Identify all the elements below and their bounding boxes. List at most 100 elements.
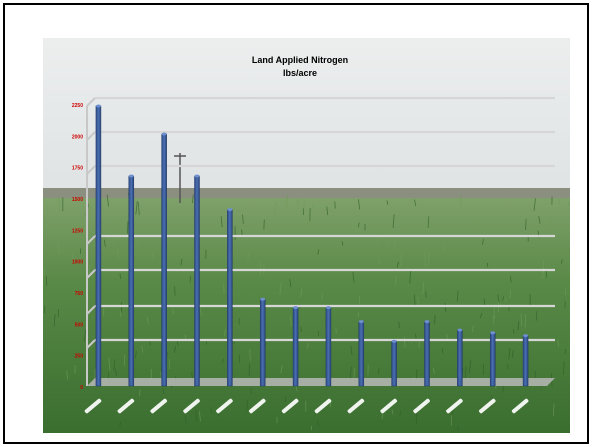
x-tick-label [150, 398, 168, 414]
grass-blade [552, 403, 555, 417]
bar [292, 307, 299, 387]
grass-texture [43, 192, 570, 432]
grass-blade [386, 200, 389, 205]
grass-blade [184, 415, 187, 424]
y-tick-label: 250 [75, 354, 84, 360]
y-tick-label: 1000 [72, 260, 83, 266]
gridline-depth [86, 165, 96, 175]
x-tick-label-mark [446, 398, 463, 414]
x-tick-label [183, 398, 200, 414]
y-tick-label: 1750 [72, 166, 83, 172]
horizon-trees [43, 188, 570, 200]
grass-blade [210, 407, 212, 414]
grass-blade [149, 340, 151, 346]
bar-cap [391, 339, 397, 343]
grass-blade [119, 273, 121, 279]
grass-blade [468, 359, 472, 374]
grass-blade [563, 361, 565, 375]
grass-blade [303, 200, 305, 210]
grass-blade [43, 268, 46, 276]
grass-blade [195, 409, 198, 422]
grass-blade [557, 339, 560, 347]
bar [358, 321, 365, 387]
grass-blade [509, 289, 511, 299]
grass-blade [568, 201, 570, 207]
chart-axes [86, 106, 555, 386]
grass-blade [221, 358, 224, 364]
bar [522, 335, 529, 387]
grass-blade [350, 346, 353, 356]
y-tick-label: 2000 [72, 134, 83, 140]
bar [161, 133, 167, 387]
bar-cap [260, 297, 266, 301]
x-tick-label [84, 398, 102, 414]
grass-blade [482, 238, 484, 245]
bar-cap [227, 208, 233, 212]
grass-blade [414, 199, 417, 207]
bar-cap [194, 174, 200, 178]
grass-blade [416, 296, 420, 304]
grass-blade [112, 232, 115, 245]
grass-blade [399, 410, 401, 417]
grass-blade [564, 348, 566, 355]
x-tick-label-mark [347, 398, 365, 414]
grass-blade [88, 227, 91, 236]
grass-blade [53, 314, 56, 327]
x-tick-label [281, 398, 299, 414]
grass-blade [113, 359, 116, 370]
x-axis-floor [87, 378, 555, 386]
x-tick-label-mark [183, 398, 200, 414]
grass-blade [127, 221, 129, 234]
x-tick-label-mark [413, 398, 430, 414]
grass-blade [152, 251, 154, 260]
bar-cap [293, 306, 299, 310]
grass-blade [83, 329, 87, 342]
bar-cap [358, 320, 364, 324]
x-tick-label [511, 398, 529, 414]
chart-x-tick-labels [84, 398, 529, 414]
bar [128, 175, 135, 387]
grass-blade [246, 400, 249, 412]
grass-blade [415, 333, 417, 339]
grass-blade [396, 261, 399, 268]
field-photo-background: 2250 2000 1750 1500 1250 1000 750 500 250 0 Land … [43, 38, 570, 433]
bar-cap [424, 320, 430, 324]
y-tick-label: 750 [75, 291, 84, 297]
grass-blade [409, 270, 411, 284]
grass-blade [451, 409, 454, 415]
grass-blade [106, 194, 109, 207]
x-tick-label-mark [117, 398, 135, 414]
grass-blade [444, 303, 447, 313]
x-tick-label-mark [380, 398, 398, 414]
grass-blade [446, 334, 448, 340]
bar [325, 307, 332, 387]
grass-blade [517, 321, 520, 331]
bar-cap [457, 328, 463, 332]
grass-blade [480, 312, 483, 319]
bar-cap [490, 331, 496, 335]
grass-blade [289, 315, 292, 327]
chart-gridlines [86, 96, 555, 349]
grass-blade [538, 215, 541, 224]
grass-blade [173, 346, 177, 353]
grass-blade [119, 421, 122, 427]
bar [95, 105, 102, 387]
grass-blade [184, 334, 187, 340]
grass-blade [189, 275, 192, 283]
grass-blade [58, 196, 60, 210]
grass-blade [341, 240, 344, 246]
x-tick-label [413, 398, 430, 414]
grass-blade [135, 351, 137, 359]
grass-blade [502, 296, 505, 301]
grass-blade [317, 419, 320, 427]
x-tick-label [248, 398, 266, 414]
grass-blade [180, 258, 183, 266]
bar [424, 321, 430, 387]
grass-blade [535, 310, 538, 321]
grass-blade [280, 365, 283, 374]
chart-subtitle: lbs/acre [283, 68, 317, 78]
x-tick-label-mark [314, 398, 332, 414]
grass-blade [220, 216, 223, 228]
grass-blade [533, 198, 536, 211]
grass-blade [242, 214, 244, 224]
